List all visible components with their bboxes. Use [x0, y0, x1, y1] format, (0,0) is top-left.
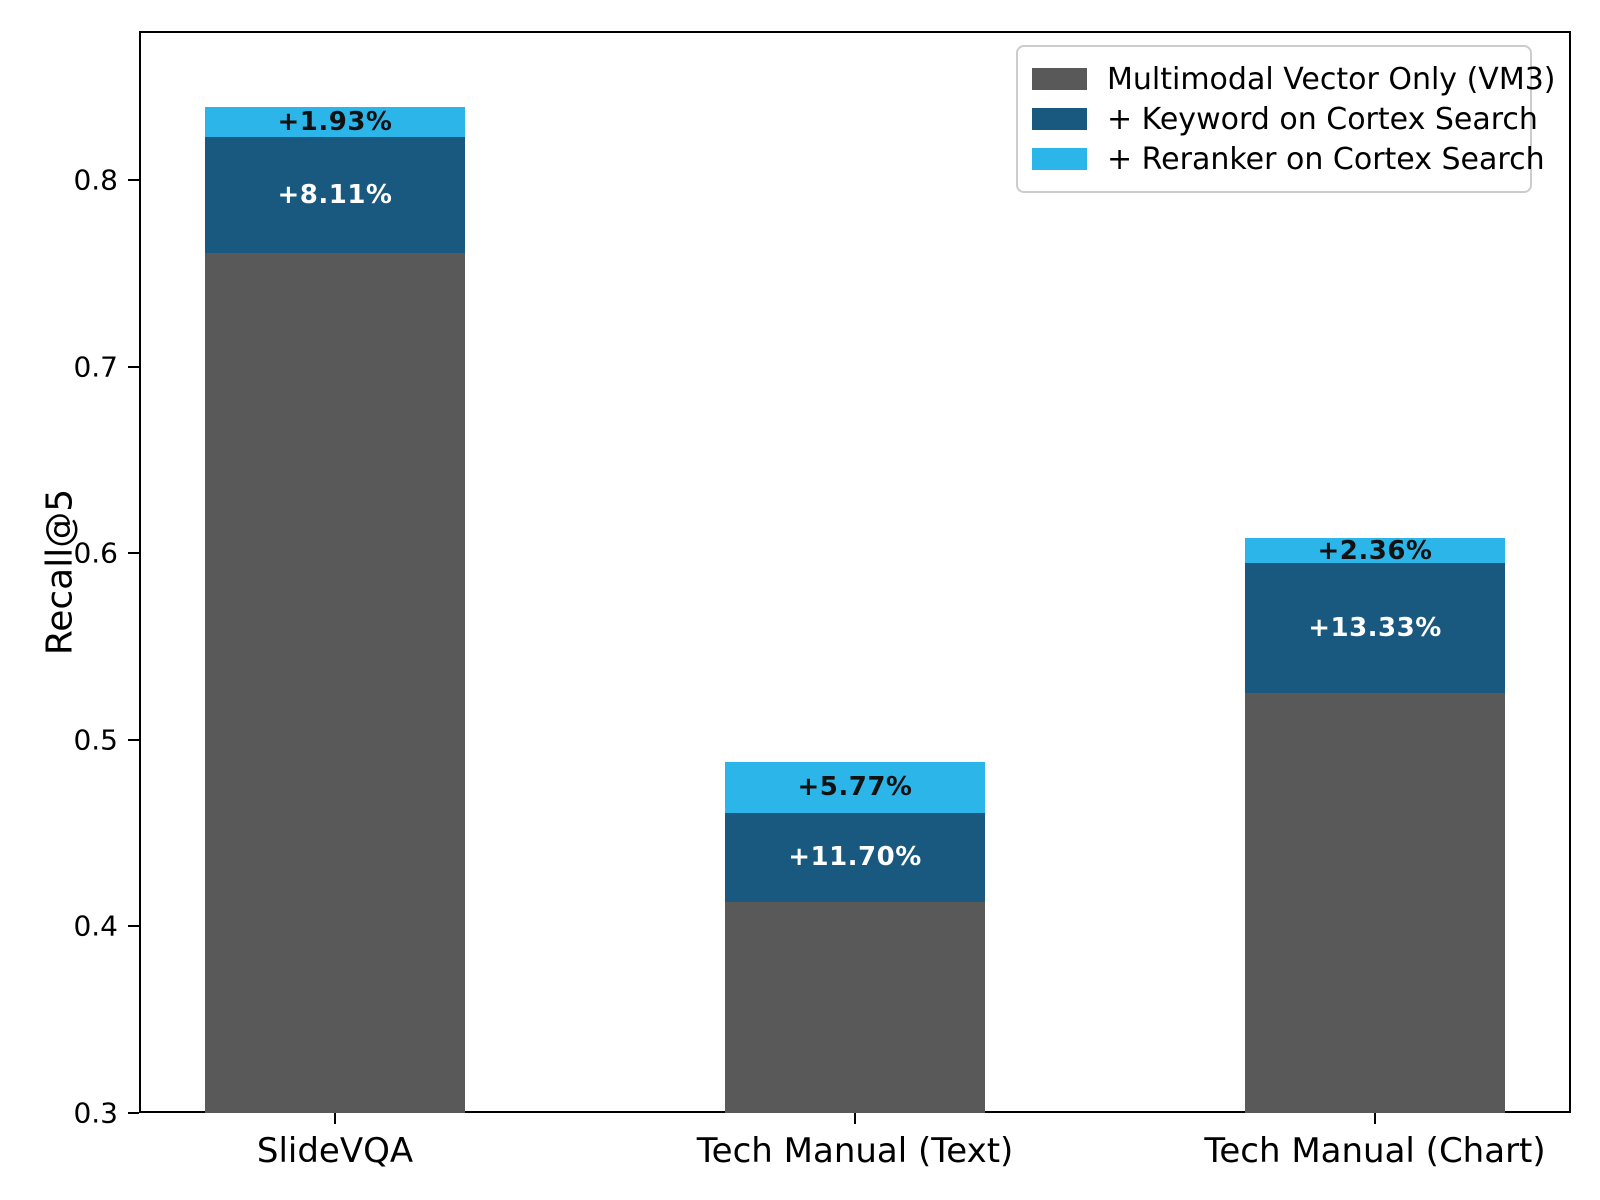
bar-segment: +1.93% [205, 107, 465, 137]
y-tick-label: 0.7 [73, 350, 118, 384]
y-tick-mark [128, 179, 139, 182]
x-tick-mark [854, 1113, 856, 1124]
y-tick-label: 0.3 [73, 1096, 118, 1130]
bar-segment-label: +13.33% [1308, 612, 1442, 643]
legend-swatch [1032, 148, 1087, 170]
legend-label: + Reranker on Cortex Search [1107, 141, 1545, 177]
bar-segment-label: +5.77% [797, 772, 913, 803]
legend-label: Multimodal Vector Only (VM3) [1107, 61, 1556, 97]
y-tick-mark [128, 925, 139, 928]
legend-label: + Keyword on Cortex Search [1107, 101, 1538, 137]
x-tick-mark [1374, 1113, 1376, 1124]
legend-item: + Keyword on Cortex Search [1032, 99, 1538, 139]
legend: Multimodal Vector Only (VM3) + Keyword on… [1016, 45, 1556, 193]
y-axis-label: Recall@5 [39, 488, 81, 656]
y-tick-mark [128, 1112, 139, 1114]
y-tick-label: 0.6 [73, 536, 118, 570]
legend-swatch [1032, 68, 1087, 90]
bar-segment [1245, 693, 1505, 1113]
y-tick-label: 0.5 [73, 723, 118, 757]
x-category-label: Tech Manual (Chart) [1204, 1131, 1546, 1171]
bar-segment [725, 902, 985, 1113]
legend-item: + Reranker on Cortex Search [1032, 139, 1545, 179]
bar-segment-label: +1.93% [277, 107, 393, 138]
y-tick-mark [128, 365, 139, 368]
y-tick-mark [128, 552, 139, 555]
x-tick-mark [334, 1113, 336, 1124]
bar-segment-label: +2.36% [1317, 535, 1433, 566]
bar-segment: +5.77% [725, 762, 985, 813]
y-tick-mark [128, 738, 139, 741]
bar-segment: +2.36% [1245, 536, 1505, 566]
y-tick-label: 0.4 [73, 909, 118, 943]
x-category-label: SlideVQA [256, 1131, 414, 1171]
y-tick-label: 0.8 [73, 163, 118, 197]
bar-segment: +13.33% [1245, 562, 1505, 694]
bar-segment-label: +8.11% [277, 180, 393, 211]
x-category-label: Tech Manual (Text) [696, 1131, 1014, 1171]
bar-segment: +11.70% [725, 812, 985, 903]
bar-segment-label: +11.70% [788, 842, 922, 873]
legend-item: Multimodal Vector Only (VM3) [1032, 59, 1556, 99]
legend-swatch [1032, 108, 1087, 130]
bar-segment [205, 252, 465, 1113]
bar-segment: +8.11% [205, 137, 465, 253]
